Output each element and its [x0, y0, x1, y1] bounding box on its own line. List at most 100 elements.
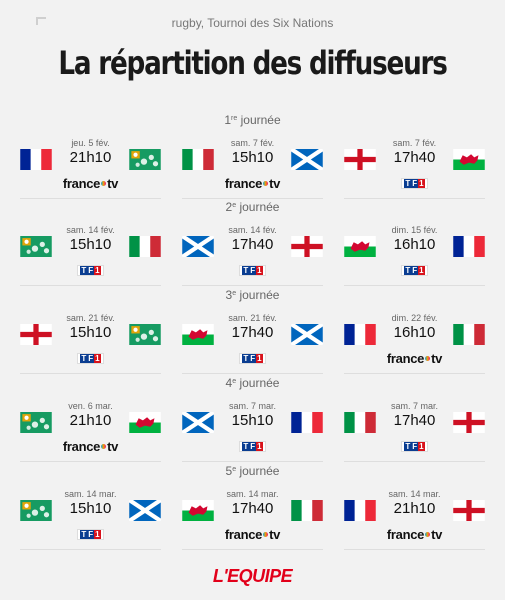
match-time: 17h40 — [231, 324, 274, 341]
match-date: dim. 15 fév. — [391, 225, 438, 235]
england-flag-icon — [344, 149, 376, 170]
match-card[interactable]: sam. 14 fév.15h10 TF1TF1 — [16, 221, 165, 286]
round-4: 4e journée ven. 6 mar.21h10 francetvfrance… — [16, 375, 489, 462]
broadcaster: TF1TF1 — [178, 351, 327, 365]
match-time: 17h40 — [231, 500, 274, 517]
ireland-flag-icon — [20, 500, 52, 521]
match-card[interactable]: dim. 22 fév.16h10 francetvfrance.tv — [340, 309, 489, 374]
broadcaster: francetvfrance.tv — [340, 527, 489, 542]
divider — [344, 549, 485, 550]
divider — [182, 549, 323, 550]
wales-flag-icon — [182, 500, 214, 521]
match-date: sam. 7 fév. — [392, 138, 437, 148]
broadcaster: francetvfrance.tv — [16, 175, 165, 191]
match-time: 21h10 — [69, 149, 112, 166]
broadcaster: francetvfrance.tv — [340, 351, 489, 366]
match-date: sam. 7 mar. — [390, 401, 438, 411]
scotland-flag-icon — [291, 149, 323, 170]
lequipe-logo: L'EQUIPE — [212, 566, 293, 586]
italy-flag-icon — [182, 149, 214, 170]
divider — [20, 373, 161, 374]
divider — [344, 198, 485, 199]
match-time: 21h10 — [69, 412, 112, 429]
match-time: 16h10 — [393, 324, 436, 341]
divider — [182, 373, 323, 374]
match-time: 17h40 — [231, 236, 274, 253]
france-tv-logo: france tv — [62, 175, 119, 191]
france-flag-icon — [344, 500, 376, 521]
match-time: 17h40 — [393, 412, 436, 429]
france-tv-logo: france tv — [224, 526, 281, 542]
corner-mark — [36, 17, 46, 25]
match-card[interactable]: sam. 7 mar.17h40 TF1TF1 — [340, 397, 489, 462]
round-label: 2e journée — [225, 200, 280, 214]
match-date: sam. 14 mar. — [64, 489, 117, 499]
match-card[interactable]: sam. 21 fév.15h10 TF1TF1 — [16, 309, 165, 374]
divider — [20, 461, 161, 462]
match-date: sam. 14 mar. — [226, 489, 279, 499]
france-flag-icon — [453, 236, 485, 257]
wales-flag-icon — [344, 236, 376, 257]
france-tv-logo: france tv — [224, 175, 281, 191]
match-time: 16h10 — [393, 236, 436, 253]
round-3: 3e journée sam. 21 fév.15h10TF1TF1sam. 21… — [16, 287, 489, 374]
match-card[interactable]: sam. 7 fév.15h10 francetvfrance.tv — [178, 134, 327, 199]
match-card[interactable]: sam. 14 mar.21h10 francetvfrance.tv — [340, 485, 489, 550]
match-card[interactable]: sam. 7 fév.17h40 TF1TF1 — [340, 134, 489, 199]
italy-flag-icon — [291, 500, 323, 521]
match-date: jeu. 5 fév. — [71, 138, 110, 148]
wales-flag-icon — [453, 149, 485, 170]
page-subtitle: rugby, Tournoi des Six Nations — [171, 16, 334, 30]
match-card[interactable]: ven. 6 mar.21h10 francetvfrance.tv — [16, 397, 165, 462]
broadcaster: TF1TF1 — [16, 351, 165, 365]
ireland-flag-icon — [20, 412, 52, 433]
scotland-flag-icon — [182, 412, 214, 433]
broadcaster: TF1TF1 — [178, 439, 327, 453]
broadcaster: TF1TF1 — [16, 263, 165, 277]
italy-flag-icon — [453, 324, 485, 345]
match-time: 15h10 — [69, 500, 112, 517]
match-card[interactable]: jeu. 5 fév.21h10 francetvfrance.tv — [16, 134, 165, 199]
broadcaster: francetvfrance.tv — [178, 175, 327, 191]
divider — [344, 285, 485, 286]
round-label: 5e journée — [225, 464, 280, 478]
match-card[interactable]: sam. 14 mar.17h40 francetvfrance.tv — [178, 485, 327, 550]
divider — [20, 198, 161, 199]
broadcaster: francetvfrance.tv — [16, 439, 165, 454]
match-date: sam. 14 mar. — [388, 489, 441, 499]
broadcaster: TF1TF1 — [340, 176, 489, 190]
round-label: 3e journée — [225, 288, 280, 302]
match-time: 15h10 — [69, 236, 112, 253]
match-card[interactable]: sam. 14 mar.15h10 TF1TF1 — [16, 485, 165, 550]
scotland-flag-icon — [129, 500, 161, 521]
match-time: 17h40 — [393, 149, 436, 166]
broadcaster: francetvfrance.tv — [178, 526, 327, 542]
divider — [182, 461, 323, 462]
match-date: dim. 22 fév. — [391, 313, 438, 323]
matches-row: ven. 6 mar.21h10 francetvfrance.tv sam. 7 … — [16, 397, 489, 462]
scotland-flag-icon — [182, 236, 214, 257]
france-flag-icon — [291, 412, 323, 433]
england-flag-icon — [20, 324, 52, 345]
matches-row: sam. 21 fév.15h10TF1TF1sam. 21 fév.17h40… — [16, 309, 489, 374]
broadcaster: TF1TF1 — [16, 527, 165, 541]
match-card[interactable]: sam. 7 mar.15h10 TF1TF1 — [178, 397, 327, 462]
wales-flag-icon — [129, 412, 161, 433]
round-label: 1re journée — [224, 113, 281, 127]
divider — [344, 373, 485, 374]
match-card[interactable]: dim. 15 fév.16h10 TF1TF1 — [340, 221, 489, 286]
england-flag-icon — [453, 412, 485, 433]
england-flag-icon — [291, 236, 323, 257]
match-card[interactable]: sam. 14 fév.17h40 TF1TF1 — [178, 221, 327, 286]
divider — [182, 285, 323, 286]
match-card[interactable]: sam. 21 fév.17h40 TF1TF1 — [178, 309, 327, 374]
